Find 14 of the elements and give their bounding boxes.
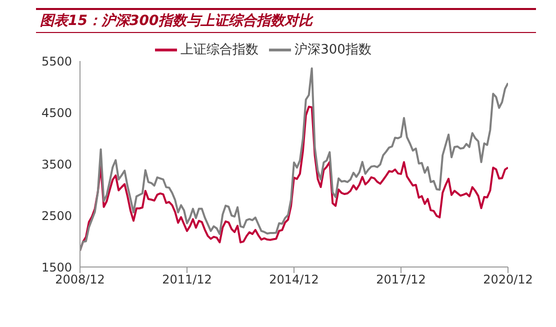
y-tick-label: 5500 (41, 54, 72, 68)
legend-label: 上证综合指数 (180, 42, 259, 58)
x-tick-label: 2011/12 (162, 272, 212, 287)
x-tick-label: 2008/12 (55, 272, 105, 287)
y-tick-label: 3500 (41, 157, 72, 172)
x-tick-label: 2020/12 (483, 272, 533, 287)
x-tick-label: 2017/12 (376, 272, 426, 287)
legend-label: 沪深300指数 (294, 42, 372, 58)
y-tick-label: 2500 (41, 208, 72, 223)
y-tick-label: 4500 (41, 106, 72, 120)
chart-title: 图表15：沪深300指数与上证综合指数对比 (36, 8, 536, 33)
x-tick-label: 2014/12 (269, 272, 319, 287)
y-tick-label: 1500 (41, 260, 72, 274)
line-series (80, 67, 508, 252)
